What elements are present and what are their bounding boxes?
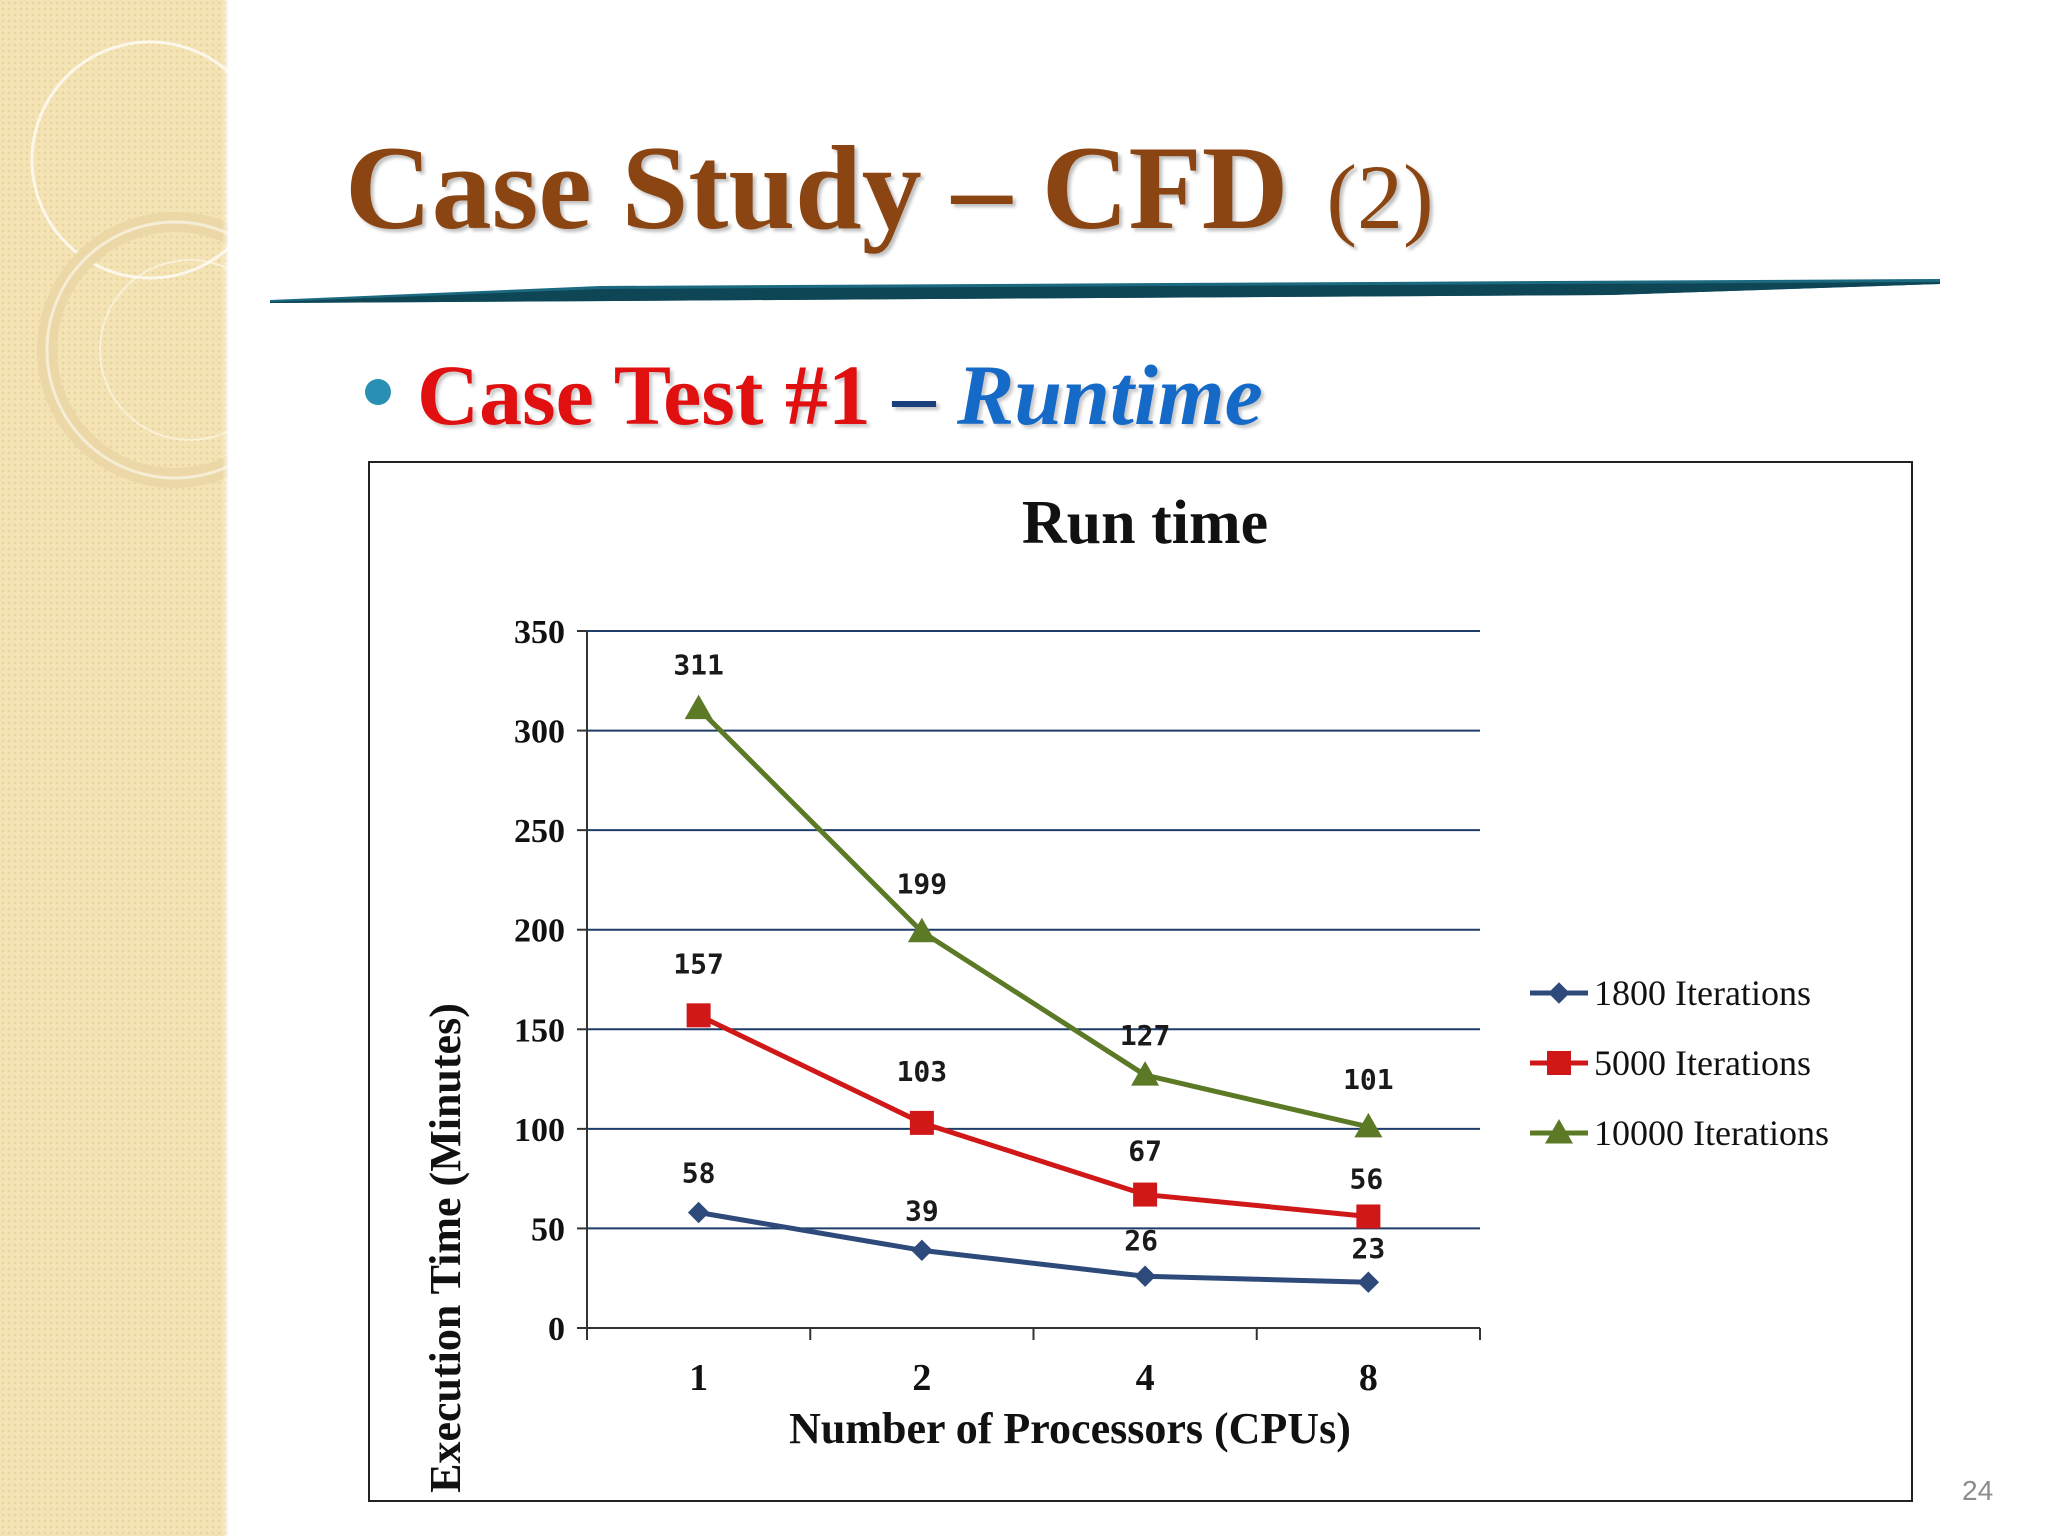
point-marker	[1134, 1265, 1156, 1287]
legend-entry: 10000 Iterations	[1530, 1113, 1829, 1153]
gridlines	[587, 630, 1480, 1230]
point-marker	[1354, 1112, 1383, 1138]
legend-label: 5000 Iterations	[1594, 1043, 1811, 1083]
decorative-circles	[30, 40, 228, 488]
bullet-dash: –	[892, 347, 936, 443]
x-tick-label: 4	[1136, 1357, 1155, 1399]
series-1800-iterations	[687, 1201, 1380, 1293]
x-axis-label: Number of Processors (CPUs)	[789, 1404, 1351, 1453]
data-label: 39	[905, 1194, 939, 1227]
data-label: 103	[897, 1055, 948, 1088]
data-label: 58	[682, 1156, 716, 1189]
y-tick-label: 0	[548, 1311, 565, 1348]
chart-title: Run time	[1022, 489, 1268, 557]
series-group	[684, 694, 1383, 1293]
y-tick-label: 150	[514, 1012, 565, 1049]
data-label: 101	[1343, 1063, 1394, 1096]
point-marker	[1131, 1061, 1160, 1086]
data-label: 157	[673, 947, 724, 980]
data-label: 311	[673, 649, 724, 682]
x-tick-label: 1	[689, 1357, 708, 1399]
title-rule	[270, 279, 1940, 303]
bullet-dot-icon	[365, 379, 391, 406]
series-line	[698, 1210, 1369, 1285]
legend-entry: 5000 Iterations	[1530, 1043, 1811, 1083]
page-number: 24	[1962, 1475, 1994, 1506]
series-line	[697, 1013, 1369, 1219]
x-tick-label: 8	[1359, 1357, 1378, 1399]
x-tick-label: 2	[912, 1357, 931, 1399]
bullet-runtime: Runtime	[956, 347, 1263, 443]
data-label: 127	[1120, 1019, 1171, 1052]
decorative-side-band	[0, 0, 228, 1536]
data-label: 56	[1350, 1162, 1384, 1195]
line-chart: Run time 0 50 100 150 200 250 300 350 1 2 4 8 58 39 2…	[421, 489, 1829, 1493]
y-tick-label: 50	[531, 1211, 565, 1248]
data-label: 199	[897, 868, 948, 901]
point-marker	[911, 1239, 933, 1262]
legend-entry: 1800 Iterations	[1530, 973, 1811, 1013]
point-marker	[684, 694, 713, 720]
y-tick-label: 300	[514, 714, 565, 751]
axes: 0 50 100 150 200 250 300 350 1 2 4 8	[514, 614, 1481, 1399]
legend-label: 1800 Iterations	[1594, 973, 1811, 1013]
point-marker	[687, 1201, 710, 1224]
slide-title-number: (2)	[1326, 146, 1434, 248]
point-marker	[1133, 1182, 1158, 1207]
point-marker	[909, 1110, 934, 1135]
data-label: 67	[1128, 1135, 1162, 1168]
legend-label: 10000 Iterations	[1594, 1113, 1829, 1153]
data-label: 26	[1124, 1224, 1158, 1257]
series-line	[696, 706, 1369, 1130]
series-5000-iterations	[686, 1003, 1381, 1229]
legend: 1800 Iterations 5000 Iterations 10000 Iter…	[1530, 973, 1829, 1153]
point-marker	[1547, 1051, 1571, 1075]
y-axis-label: Execution Time (Minutes)	[421, 1003, 470, 1493]
y-tick-label: 200	[514, 913, 565, 950]
data-label: 23	[1352, 1232, 1386, 1265]
point-marker	[686, 1003, 711, 1028]
y-tick-label: 350	[514, 614, 565, 651]
y-tick-label: 100	[514, 1112, 565, 1149]
point-marker	[1545, 1119, 1573, 1144]
bullet-point: Case Test #1 – Runtime	[365, 352, 1263, 438]
point-marker	[1548, 982, 1570, 1004]
data-labels: 58 39 26 23 157 103 67 56 311 199 127 101	[673, 649, 1393, 1266]
bullet-case-test: Case Test #1	[417, 347, 871, 443]
y-tick-label: 250	[514, 813, 565, 850]
point-marker	[1356, 1204, 1381, 1229]
series-10000-iterations	[684, 694, 1383, 1138]
chart-frame: Run time 0 50 100 150 200 250 300 350 1 2 4 8 58 39 2…	[368, 461, 1913, 1502]
point-marker	[1357, 1271, 1380, 1293]
point-marker	[907, 917, 936, 943]
slide-title-main: Case Study – CFD	[345, 121, 1289, 254]
slide-title: Case Study – CFD (2)	[345, 128, 1434, 248]
